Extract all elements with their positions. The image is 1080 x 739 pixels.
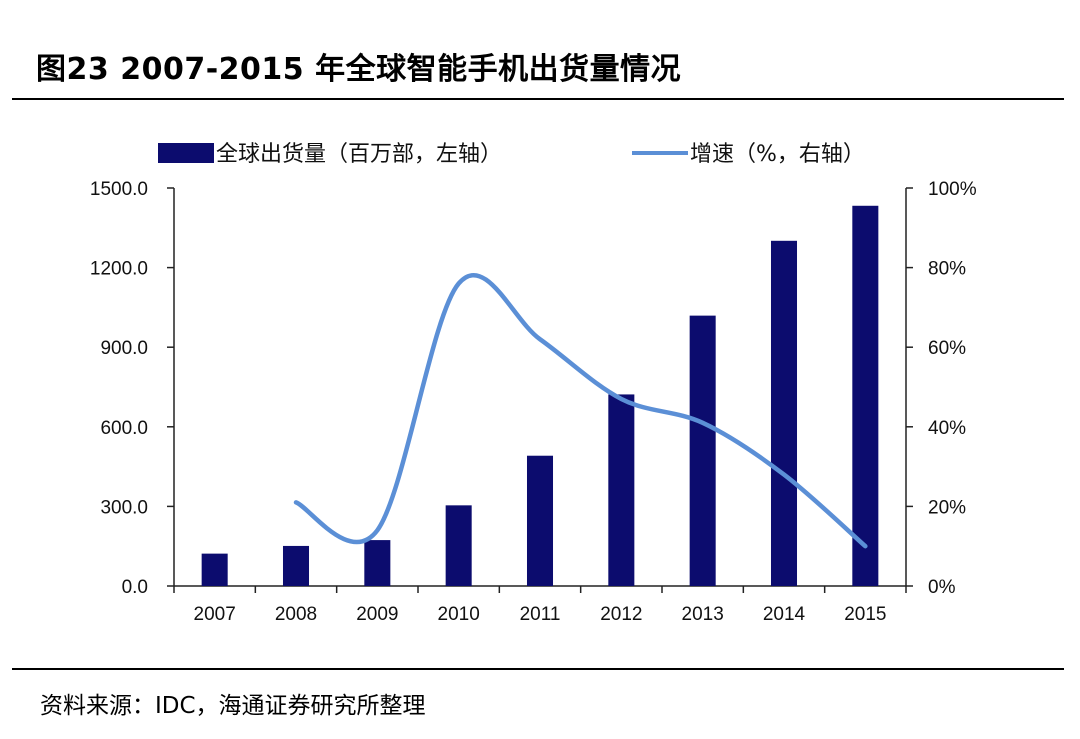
x-axis-tick-label: 2012 xyxy=(600,604,642,625)
right-axis-tick-label: 100% xyxy=(928,179,977,200)
right-axis-tick-label: 20% xyxy=(928,497,966,518)
left-axis-tick-label: 900.0 xyxy=(100,338,148,359)
x-axis-tick-label: 2014 xyxy=(763,604,806,625)
tick-labels: 0.0 300.0 600.0 900.0 1200.0 1500.0 0% 20% 40% 60… xyxy=(90,179,977,625)
bar-2007 xyxy=(201,553,228,586)
x-axis-tick-label: 2015 xyxy=(844,604,886,625)
line-series xyxy=(293,273,868,549)
bar-2012 xyxy=(608,394,635,586)
chart: 全球出货量（百万部，左轴） 增速（%，右轴） 0.0 300.0 600.0 900.… xyxy=(90,142,977,625)
x-axis-tick-label: 2010 xyxy=(438,604,480,625)
legend: 全球出货量（百万部，左轴） 增速（%，右轴） xyxy=(158,142,865,167)
legend-line-label: 增速（%，右轴） xyxy=(690,142,865,167)
source-note: 资料来源：IDC，海通证券研究所整理 xyxy=(40,693,426,719)
bar-2008 xyxy=(282,545,310,586)
title-divider xyxy=(12,98,1064,100)
left-axis-tick-label: 1500.0 xyxy=(90,179,148,200)
chart-title: 图23 2007-2015 年全球智能手机出货量情况 xyxy=(36,52,682,87)
left-axis-tick-label: 1200.0 xyxy=(90,259,148,280)
bar-2009 xyxy=(364,540,391,586)
bar-2013 xyxy=(689,315,716,586)
right-axis-tick-label: 60% xyxy=(928,338,966,359)
x-axis-tick-label: 2011 xyxy=(520,604,561,625)
left-axis-tick-label: 300.0 xyxy=(100,497,148,518)
x-axis-tick-label: 2007 xyxy=(194,604,236,625)
right-axis-tick-label: 0% xyxy=(928,577,956,598)
footer-divider xyxy=(12,668,1064,670)
left-axis-tick-label: 0.0 xyxy=(122,577,148,598)
legend-bar-swatch xyxy=(158,143,214,163)
legend-bar-label: 全球出货量（百万部，左轴） xyxy=(216,142,502,167)
bar-2015 xyxy=(852,205,879,586)
bar-2010 xyxy=(445,505,472,586)
x-axis-tick-label: 2009 xyxy=(356,604,398,625)
right-axis-tick-label: 80% xyxy=(928,259,966,280)
left-axis-tick-label: 600.0 xyxy=(100,418,148,439)
bar-2014 xyxy=(770,240,798,586)
bar-2011 xyxy=(526,455,554,586)
bar-series xyxy=(201,205,879,586)
right-axis-tick-label: 40% xyxy=(928,418,966,439)
x-axis-tick-label: 2008 xyxy=(275,604,317,625)
x-axis-tick-label: 2013 xyxy=(682,604,724,625)
